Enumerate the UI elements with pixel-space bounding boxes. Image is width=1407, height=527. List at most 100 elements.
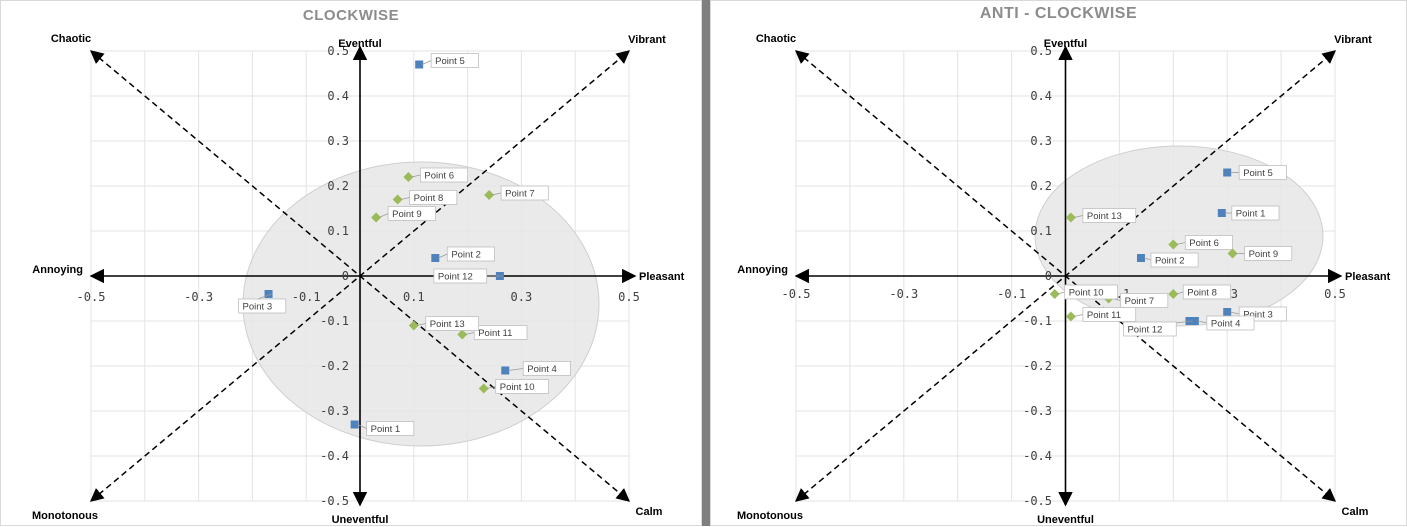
data-label-point-9: Point 9 [392,209,422,220]
data-point-point-2 [431,254,440,262]
y-tick-label: 0.4 [327,89,349,103]
callout-box [238,298,287,314]
data-point-point-11 [457,329,468,340]
callout-leader [465,332,475,335]
data-label-point-13: Point 13 [430,319,465,330]
data-point-point-4 [1190,317,1199,325]
x-tick-label: -0.5 [782,287,811,301]
callout-box [473,325,528,340]
callout-box [1184,235,1233,250]
callout-box [1231,205,1280,221]
y-tick-label: 0.2 [327,179,349,193]
x-tick-label: -0.3 [889,287,918,301]
data-label-point-9: Point 9 [1249,249,1279,260]
callout-box [1244,246,1293,261]
callout-leader [1176,291,1184,295]
callout-leader [400,197,410,200]
x-tick-label: 0.3 [511,290,533,304]
data-label-point-8: Point 8 [1187,288,1217,299]
callout-box [1206,315,1255,331]
callout-leader [438,253,448,259]
axis-label-chaotic: Chaotic [756,33,796,45]
data-point-point-8 [1168,289,1179,299]
axis-label-chaotic: Chaotic [51,33,91,45]
data-label-point-10: Point 10 [500,382,535,393]
x-tick-label: 0.1 [403,290,425,304]
x-tick-label: -0.3 [184,290,213,304]
data-point-point-4 [501,366,510,375]
data-label-point-7: Point 7 [1125,296,1155,307]
callout-box [446,246,495,262]
axis-label-pleasant: Pleasant [639,271,685,283]
y-tick-label: 0.1 [327,224,349,238]
callout-box [1123,321,1177,337]
y-tick-label: 0.5 [1030,44,1052,58]
data-label-point-2: Point 2 [451,250,481,261]
callout-box [1064,284,1118,300]
y-tick-label: 0.4 [1030,89,1052,103]
y-tick-label: 0.2 [1030,179,1052,193]
data-label-point-10: Point 10 [1069,288,1104,299]
y-tick-label: -0.5 [320,494,349,508]
callout-leader [1230,311,1240,315]
data-point-point-9 [1227,248,1238,259]
callout-box [495,379,549,394]
callout-box [1120,293,1169,308]
callout-box [430,53,479,68]
axis-label-vibrant: Vibrant [1334,34,1372,46]
y-tick-label: -0.3 [320,404,349,418]
data-point-point-11 [1065,311,1076,322]
y-tick-label: -0.2 [1023,359,1052,373]
data-point-point-6 [1168,239,1179,250]
x-tick-label: 0.5 [618,290,640,304]
x-tick-label: 0.5 [1324,287,1346,301]
data-point-point-5 [1223,168,1232,177]
callout-box [420,167,469,183]
y-tick-label: -0.1 [1023,314,1052,328]
callout-leader [378,213,389,218]
callout-leader [486,386,496,389]
callout-box [1150,252,1199,268]
callout-leader [422,60,432,65]
data-label-point-11: Point 11 [1087,310,1121,321]
panel-divider [702,0,710,526]
callout-box [1238,165,1287,180]
axis-label-calm: Calm [636,506,663,518]
data-label-point-5: Point 5 [435,56,465,67]
callout-leader [1057,291,1065,295]
data-point-point-1 [1217,209,1226,217]
axis-label-vibrant: Vibrant [628,34,666,46]
callout-leader [492,192,502,196]
chart-panel-anticlockwise: ANTI - CLOCKWISE -0.5 -0.3 -0.1 0.1 0.3 0.5 0.… [710,0,1407,526]
data-label-point-6: Point 6 [1189,238,1219,249]
callout-box [433,268,488,284]
axis-label-monotonous: Monotonous [737,510,803,522]
y-tick-label: 0.1 [1030,224,1052,238]
callout-leader [1176,242,1186,245]
data-point-point-13 [1065,212,1076,223]
y-tick-label: -0.4 [320,449,349,463]
data-label-point-6: Point 6 [424,171,454,182]
chart-panel-clockwise: CLOCKWISE -0.5 -0.3 -0.1 0.1 0.3 0.5 0.5 0.4 0.3… [0,0,702,526]
callout-box [409,190,458,205]
callout-box [1082,208,1137,223]
y-tick-label: 0 [342,269,349,283]
callout-box [1182,284,1231,300]
data-label-point-2: Point 2 [1155,256,1185,267]
data-label-point-1: Point 1 [1236,209,1266,220]
callout-leader [1073,215,1083,218]
data-label-point-8: Point 8 [414,193,444,204]
data-label-point-12: Point 12 [438,272,473,283]
data-label-point-5: Point 5 [1243,168,1273,179]
y-tick-label: 0 [1045,269,1052,283]
data-point-point-2 [1136,254,1145,262]
callout-leader [508,368,524,371]
data-point-point-5 [415,60,424,69]
data-point-point-13 [408,320,419,331]
callout-box [522,361,571,376]
callout-leader [357,424,367,429]
x-tick-label: -0.1 [997,287,1026,301]
data-label-point-3: Point 3 [243,302,273,313]
scatter-plot-clockwise: -0.5 -0.3 -0.1 0.1 0.3 0.5 0.5 0.4 0.3 0.2 0.1 0 -0.… [32,33,685,526]
data-point-point-9 [371,212,382,223]
